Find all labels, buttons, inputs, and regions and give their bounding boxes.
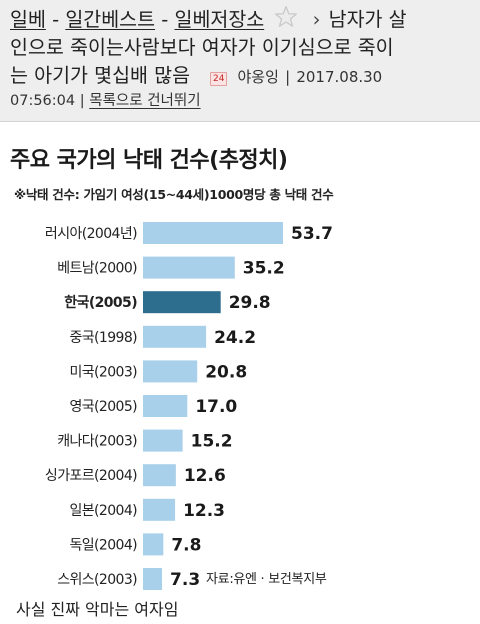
chart-image: 주요 국가의 낙태 건수(추정치) ※낙태 건수: 가임기 여성(15~44세)… [10,136,350,598]
post-title-part-1: 남자가 살 [328,8,407,31]
value-label: 53.7 [291,224,333,244]
value-label: 29.8 [229,293,271,313]
value-label: 35.2 [243,259,285,279]
post-header: 일베 - 일간베스트 - 일베저장소 › 남자가 살 인으로 죽이는사람보다 여… [0,0,480,122]
meta-separator: | [79,93,85,109]
header-line-3: 는 아기가 몇십배 많음 24 야옹잉 | 2017.08.30 [10,60,382,93]
breadcrumb-ilbe-link[interactable]: 일베 [10,8,46,31]
value-label: 24.2 [214,328,256,348]
post-title-part-3: 는 아기가 몇십배 많음 [10,64,191,87]
star-icon[interactable] [272,4,300,30]
category-label: 베트남(2000) [57,261,137,277]
bar [143,568,163,590]
breadcrumb-daily-best-link[interactable]: 일간베스트 [65,8,156,31]
bar [143,222,283,244]
bar [143,256,235,279]
value-label: 17.0 [195,397,237,417]
chart-title: 주요 국가의 낙태 건수(추정치) [10,148,288,173]
category-label: 영국(2005) [69,399,137,415]
breadcrumb-separator: - [161,8,169,31]
author-name[interactable]: 야옹잉 [237,68,279,86]
category-label: 캐나다(2003) [57,434,137,450]
meta-separator: | [285,68,291,86]
category-label: 미국(2003) [69,364,137,380]
category-label: 러시아(2004년) [45,226,137,242]
bar [143,291,221,314]
chart-subtitle: ※낙태 건수: 가임기 여성(15~44세)1000명당 총 낙태 건수 [14,187,334,202]
value-label: 15.2 [191,432,233,452]
back-to-list-link[interactable]: 목록으로 건너뛰기 [89,93,201,109]
author-badge-icon: 24 [210,72,228,86]
post-caption: 사실 진짜 악마는 여자임 [16,600,179,619]
bar [143,360,198,383]
bar [143,395,188,417]
header-line-4: 07:56:04 | 목록으로 건너뛰기 [10,87,201,115]
post-date: 2017.08.30 [296,68,383,86]
value-label: 12.6 [184,466,226,486]
bar [143,464,176,487]
header-line-1: 일베 - 일간베스트 - 일베저장소 › 남자가 살 [10,4,407,36]
bar [143,325,207,348]
category-label: 일본(2004) [69,503,137,519]
category-label: 한국(2005) [64,295,137,311]
category-label: 싱가포르(2004) [45,468,137,484]
category-label: 중국(1998) [69,330,137,346]
chart-source: 자료:유엔 · 보건복지부 [206,572,327,587]
value-label: 7.8 [171,535,201,555]
chevron-right-icon: › [312,8,321,31]
value-label: 12.3 [183,501,225,521]
bar-chart: 러시아(2004년) 53.7 베트남(2000) 35.2 한국(2005) 29.8 중… [45,222,333,590]
breadcrumb-separator: - [52,8,60,31]
category-label: 독일(2004) [69,537,137,553]
post-time: 07:56:04 [10,93,76,109]
bar [143,533,164,556]
breadcrumb-archive-link[interactable]: 일베저장소 [174,8,265,31]
post-title-part-2: 인으로 죽이는사람보다 여자가 이기심으로 죽이 [10,36,394,59]
value-label: 20.8 [205,362,247,382]
bar [143,429,183,452]
category-label: 스위스(2003) [57,572,137,588]
value-label: 7.3 [170,570,200,590]
bar [143,498,176,521]
